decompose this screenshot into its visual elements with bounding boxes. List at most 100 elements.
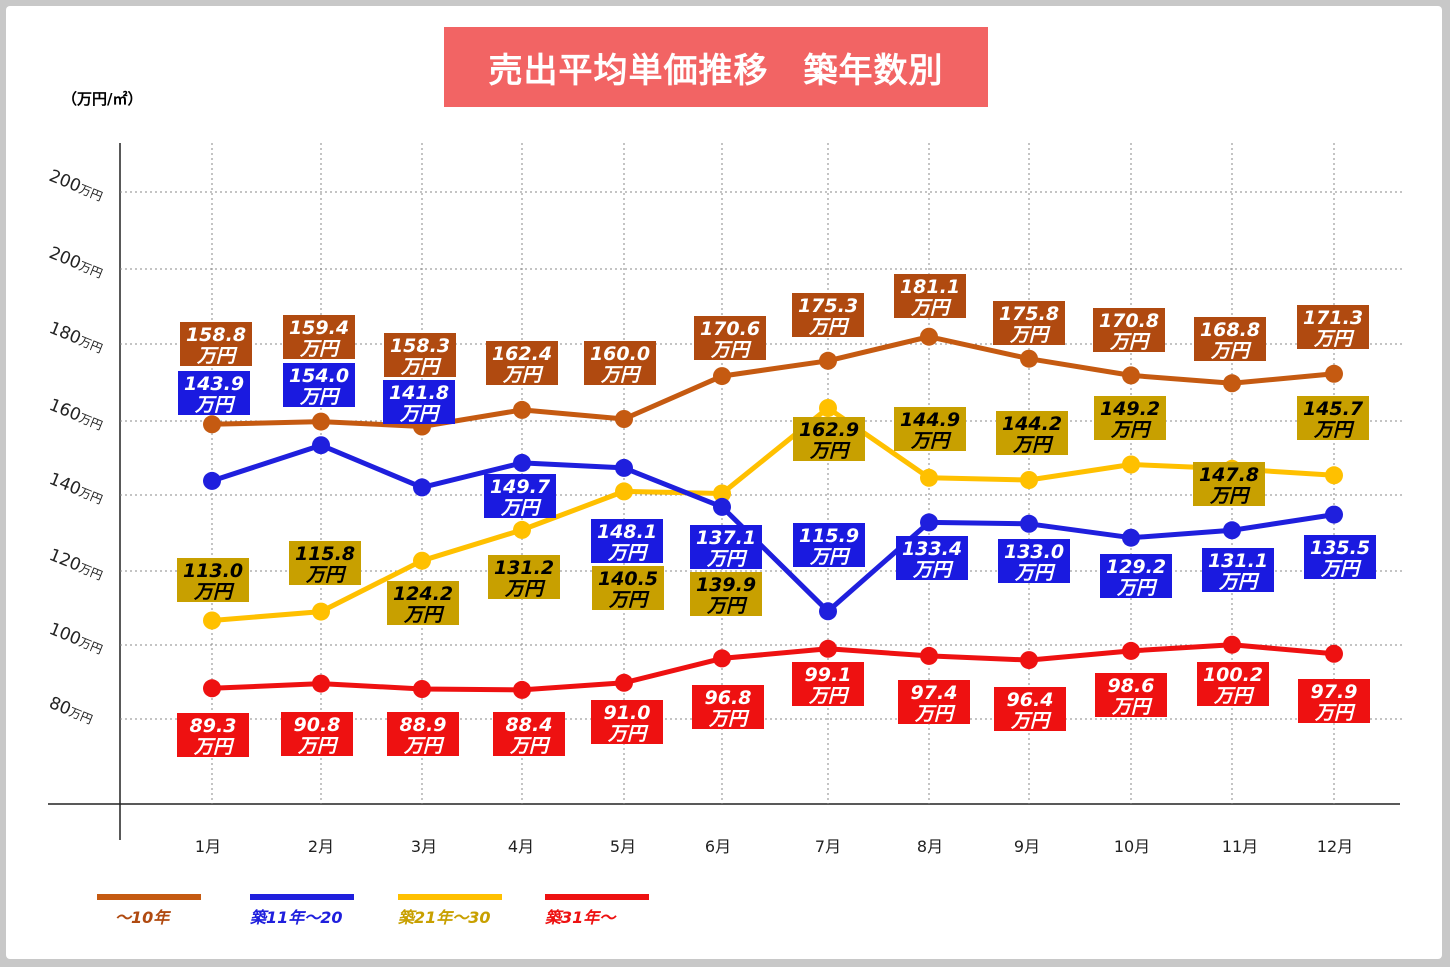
data-label-box (178, 371, 250, 415)
data-label-unit: 万円 (809, 440, 851, 462)
data-label-box (180, 322, 252, 366)
data-label-value: 159.4 (289, 317, 349, 339)
data-point (1223, 521, 1241, 540)
data-label-box (584, 341, 656, 385)
data-label-value: 133.4 (902, 538, 962, 560)
data-label: 159.4万円 (283, 315, 355, 360)
x-tick-label: 8月 (917, 837, 943, 856)
y-tick-label: 80万円 (46, 693, 96, 729)
data-label: 88.9万円 (387, 712, 459, 757)
data-label-value: 162.4 (492, 343, 552, 365)
data-label: 124.2万円 (387, 581, 459, 626)
data-label-box (898, 680, 970, 724)
series-line (211, 642, 1335, 693)
data-point (615, 458, 633, 477)
data-label: 113.0万円 (177, 558, 249, 603)
data-label-value: 144.9 (900, 409, 960, 431)
data-label-value: 144.2 (1002, 413, 1062, 435)
y-tick-unit: 万円 (77, 334, 105, 356)
data-point (1122, 641, 1140, 660)
data-label: 154.0万円 (283, 363, 355, 408)
x-tick-label: 7月 (815, 837, 841, 856)
data-point (713, 497, 731, 516)
data-label-box (592, 566, 664, 610)
data-point (1020, 651, 1038, 670)
x-tick-label: 10月 (1114, 837, 1150, 856)
x-tick-label: 1月 (195, 837, 221, 856)
data-label-value: 99.1 (805, 664, 852, 686)
data-label: 133.4万円 (896, 536, 968, 581)
data-label-unit: 万円 (600, 364, 642, 386)
data-label-unit: 万円 (912, 559, 954, 581)
data-label-value: 100.2 (1203, 664, 1263, 686)
data-label: 140.5万円 (592, 566, 664, 611)
x-tick-label: 11月 (1222, 837, 1258, 856)
data-label-box (283, 315, 355, 359)
x-tick-label: 12月 (1317, 837, 1353, 856)
data-label: 171.3万円 (1297, 305, 1369, 350)
data-label-value: 97.9 (1311, 681, 1358, 703)
data-label-box (1298, 679, 1370, 723)
data-label-unit: 万円 (607, 542, 649, 564)
data-point (1020, 514, 1038, 533)
data-point (819, 639, 837, 658)
legend-label: 築31年～ (545, 908, 617, 927)
x-tick-label: 2月 (308, 837, 334, 856)
data-point (203, 471, 221, 490)
data-label-value: 171.3 (1303, 307, 1363, 329)
data-label-box (998, 539, 1070, 583)
data-label-box (792, 662, 864, 706)
data-label-unit: 万円 (1314, 702, 1356, 724)
data-label-value: 158.8 (186, 324, 246, 346)
data-label: 149.7万円 (484, 474, 556, 519)
data-label-unit: 万円 (808, 316, 850, 338)
data-label: 143.9万円 (178, 371, 250, 416)
chart-title: 売出平均単価推移 築年数別 (444, 27, 988, 107)
data-label-box (896, 536, 968, 580)
data-label-unit: 万円 (1009, 324, 1051, 346)
data-label: 97.4万円 (898, 680, 970, 725)
data-label: 160.0万円 (584, 341, 656, 386)
data-label-value: 141.8 (389, 382, 449, 404)
data-label-value: 160.0 (590, 343, 650, 365)
data-label-value: 129.2 (1106, 556, 1166, 578)
data-point (1223, 374, 1241, 393)
data-point (513, 400, 531, 419)
data-label-unit: 万円 (706, 548, 748, 570)
data-label-unit: 万円 (607, 723, 649, 745)
data-label-value: 148.1 (597, 521, 657, 543)
series-line (211, 405, 1335, 623)
data-label-box (484, 474, 556, 518)
data-label: 98.6万円 (1095, 673, 1167, 718)
data-label: 149.2万円 (1094, 396, 1166, 441)
data-label-value: 170.6 (700, 318, 760, 340)
data-label-value: 149.7 (490, 476, 551, 498)
data-label: 115.9万円 (793, 523, 865, 568)
data-label-box (996, 411, 1068, 455)
data-label-unit: 万円 (1014, 562, 1056, 584)
data-label-unit: 万円 (914, 703, 956, 725)
data-label-box (383, 380, 455, 424)
data-label: 133.0万円 (998, 539, 1070, 584)
y-tick-unit: 万円 (77, 561, 105, 583)
data-label-unit: 万円 (1116, 577, 1158, 599)
y-tick-unit: 万円 (77, 635, 105, 657)
data-label-value: 131.2 (494, 557, 554, 579)
data-label-value: 143.9 (184, 373, 244, 395)
data-label-box (690, 525, 762, 569)
data-point (713, 367, 731, 386)
data-label-unit: 万円 (196, 345, 238, 367)
data-label-box (387, 581, 459, 625)
data-label-unit: 万円 (1109, 331, 1151, 353)
data-point (1020, 471, 1038, 489)
data-label-unit: 万円 (305, 564, 347, 586)
data-point (615, 410, 633, 428)
y-tick-unit: 万円 (67, 705, 95, 727)
data-label-unit: 万円 (808, 685, 850, 707)
data-point (513, 680, 531, 699)
data-point (513, 520, 531, 539)
data-label: 145.7万円 (1297, 396, 1369, 441)
y-tick-label: 120万円 (46, 545, 106, 585)
x-tick-label: 9月 (1014, 837, 1040, 856)
